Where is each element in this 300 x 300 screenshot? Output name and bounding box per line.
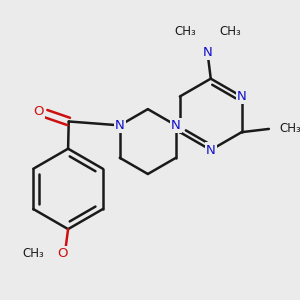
Text: CH₃: CH₃ xyxy=(22,247,44,260)
Text: N: N xyxy=(171,119,181,132)
Text: O: O xyxy=(57,247,68,260)
Text: CH₃: CH₃ xyxy=(279,122,300,135)
Text: N: N xyxy=(202,46,212,59)
Text: N: N xyxy=(206,143,216,157)
Text: CH₃: CH₃ xyxy=(219,26,241,38)
Text: N: N xyxy=(115,119,124,132)
Text: N: N xyxy=(237,90,247,103)
Text: CH₃: CH₃ xyxy=(174,26,196,38)
Text: O: O xyxy=(33,105,44,118)
